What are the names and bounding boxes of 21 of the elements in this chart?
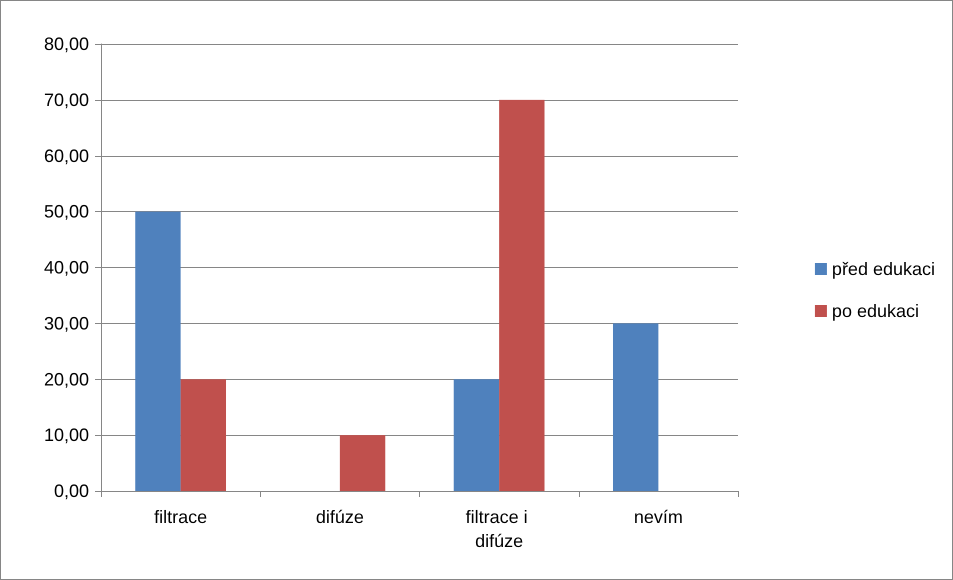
bar (135, 212, 181, 491)
y-tick-label: 10,00 (44, 425, 89, 446)
y-tick-label: 0,00 (54, 481, 89, 501)
y-tick-label: 40,00 (44, 258, 89, 278)
bar (454, 379, 500, 491)
bar (340, 435, 386, 491)
x-tick-label: filtrace (154, 507, 208, 527)
bar (612, 323, 658, 491)
y-tick-label: 30,00 (44, 313, 89, 334)
y-tick-label: 60,00 (44, 146, 89, 166)
legend-label: po edukaci (832, 301, 920, 321)
y-tick-label: 80,00 (44, 34, 89, 54)
y-tick-label: 50,00 (44, 202, 89, 222)
y-tick-label: 20,00 (44, 369, 89, 390)
legend-label: před edukaci (832, 259, 936, 279)
bar (180, 379, 226, 491)
y-tick-label: 70,00 (44, 90, 89, 110)
bar (499, 100, 545, 491)
x-tick-label: filtrace i difúze (466, 507, 533, 551)
x-tick-label: nevím (634, 507, 683, 527)
x-tick-label: difúze (316, 507, 364, 527)
